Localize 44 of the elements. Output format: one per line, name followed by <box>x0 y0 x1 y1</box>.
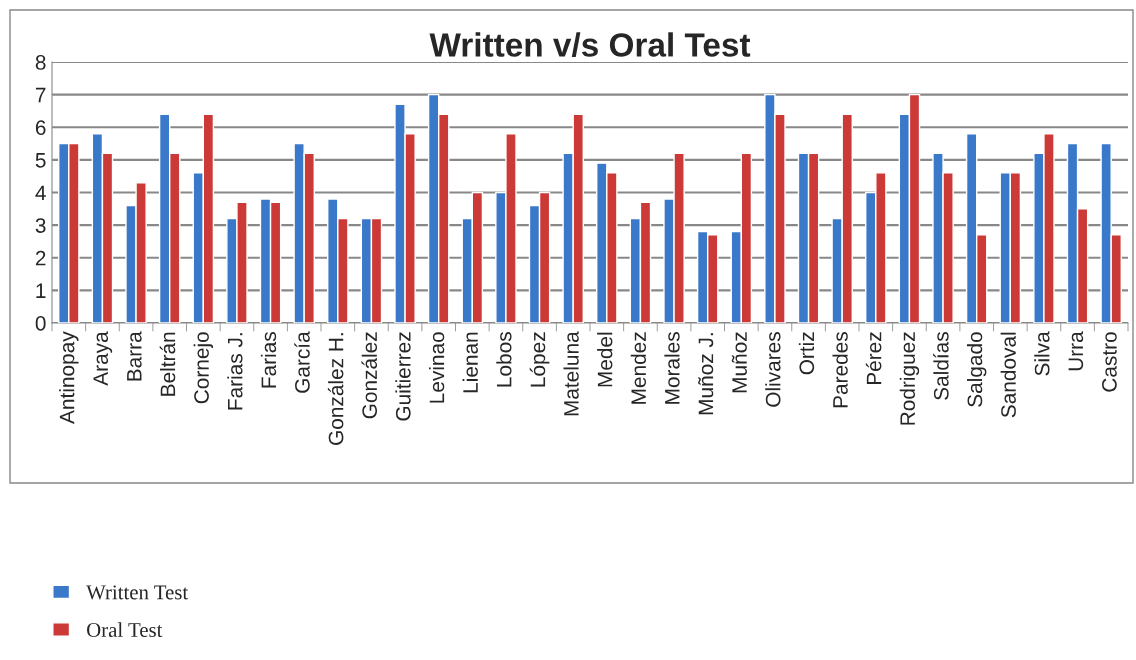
x-tick-label: Castro <box>1102 332 1117 392</box>
x-tick-label: González H. <box>327 333 344 445</box>
x-tick-label: Lienan <box>462 332 478 393</box>
x-tick-label: Lobos <box>496 332 512 387</box>
x-tick-label: Muñoz <box>731 332 747 393</box>
x-tick-label: González <box>361 332 378 419</box>
x-tick-label: Olivares <box>765 332 781 407</box>
x-tick-label: Medel <box>597 332 613 387</box>
y-tick-label: 7 <box>35 87 46 103</box>
x-tick-label: Ortiz <box>798 332 815 375</box>
y-tick-label: 4 <box>35 185 46 201</box>
x-tick-label: Antinopay <box>59 331 79 424</box>
x-tick-label: López <box>529 332 550 387</box>
x-tick-label: Salgado <box>966 332 987 407</box>
x-tick-label: Morales <box>664 332 680 404</box>
y-tick-label: 8 <box>35 55 46 70</box>
x-tick-label: Araya <box>93 331 113 386</box>
x-tick-label: Sandoval <box>1000 332 1016 418</box>
y-tick-label: 2 <box>35 250 46 266</box>
legend-label: Written Test <box>86 585 189 600</box>
x-tick-label: Paredes <box>832 332 848 408</box>
x-tick-label: Urra <box>1068 331 1084 371</box>
y-tick-label: 6 <box>35 120 46 135</box>
legend-label: Oral Test <box>87 622 163 638</box>
x-tick-label: Cornejo <box>193 332 214 404</box>
x-tick-label: Saldías <box>933 332 949 400</box>
x-tick-label: Rodriguez <box>899 332 920 425</box>
chart-title: Written v/s Oral Test <box>429 32 751 58</box>
x-tick-label: Farias J. <box>227 333 243 410</box>
x-tick-label: Pérez <box>865 332 882 385</box>
x-tick-label: Mendez <box>630 332 647 404</box>
x-tick-label: Mateluna <box>563 331 579 416</box>
x-tick-label: Farias <box>260 332 277 388</box>
x-tick-label: Barra <box>127 331 142 381</box>
x-tick-label: Guitierrez <box>395 332 411 421</box>
x-tick-label: Silva <box>1034 331 1050 376</box>
x-tick-label: Beltrán <box>159 332 176 396</box>
y-tick-label: 0 <box>35 316 46 331</box>
y-tick-label: 5 <box>35 153 46 168</box>
y-tick-label: 3 <box>35 218 46 233</box>
x-tick-label: García <box>294 331 310 393</box>
x-tick-label: Muñoz J. <box>698 333 714 415</box>
y-tick-label: 1 <box>36 283 46 298</box>
x-tick-label: Levinao <box>428 332 445 403</box>
